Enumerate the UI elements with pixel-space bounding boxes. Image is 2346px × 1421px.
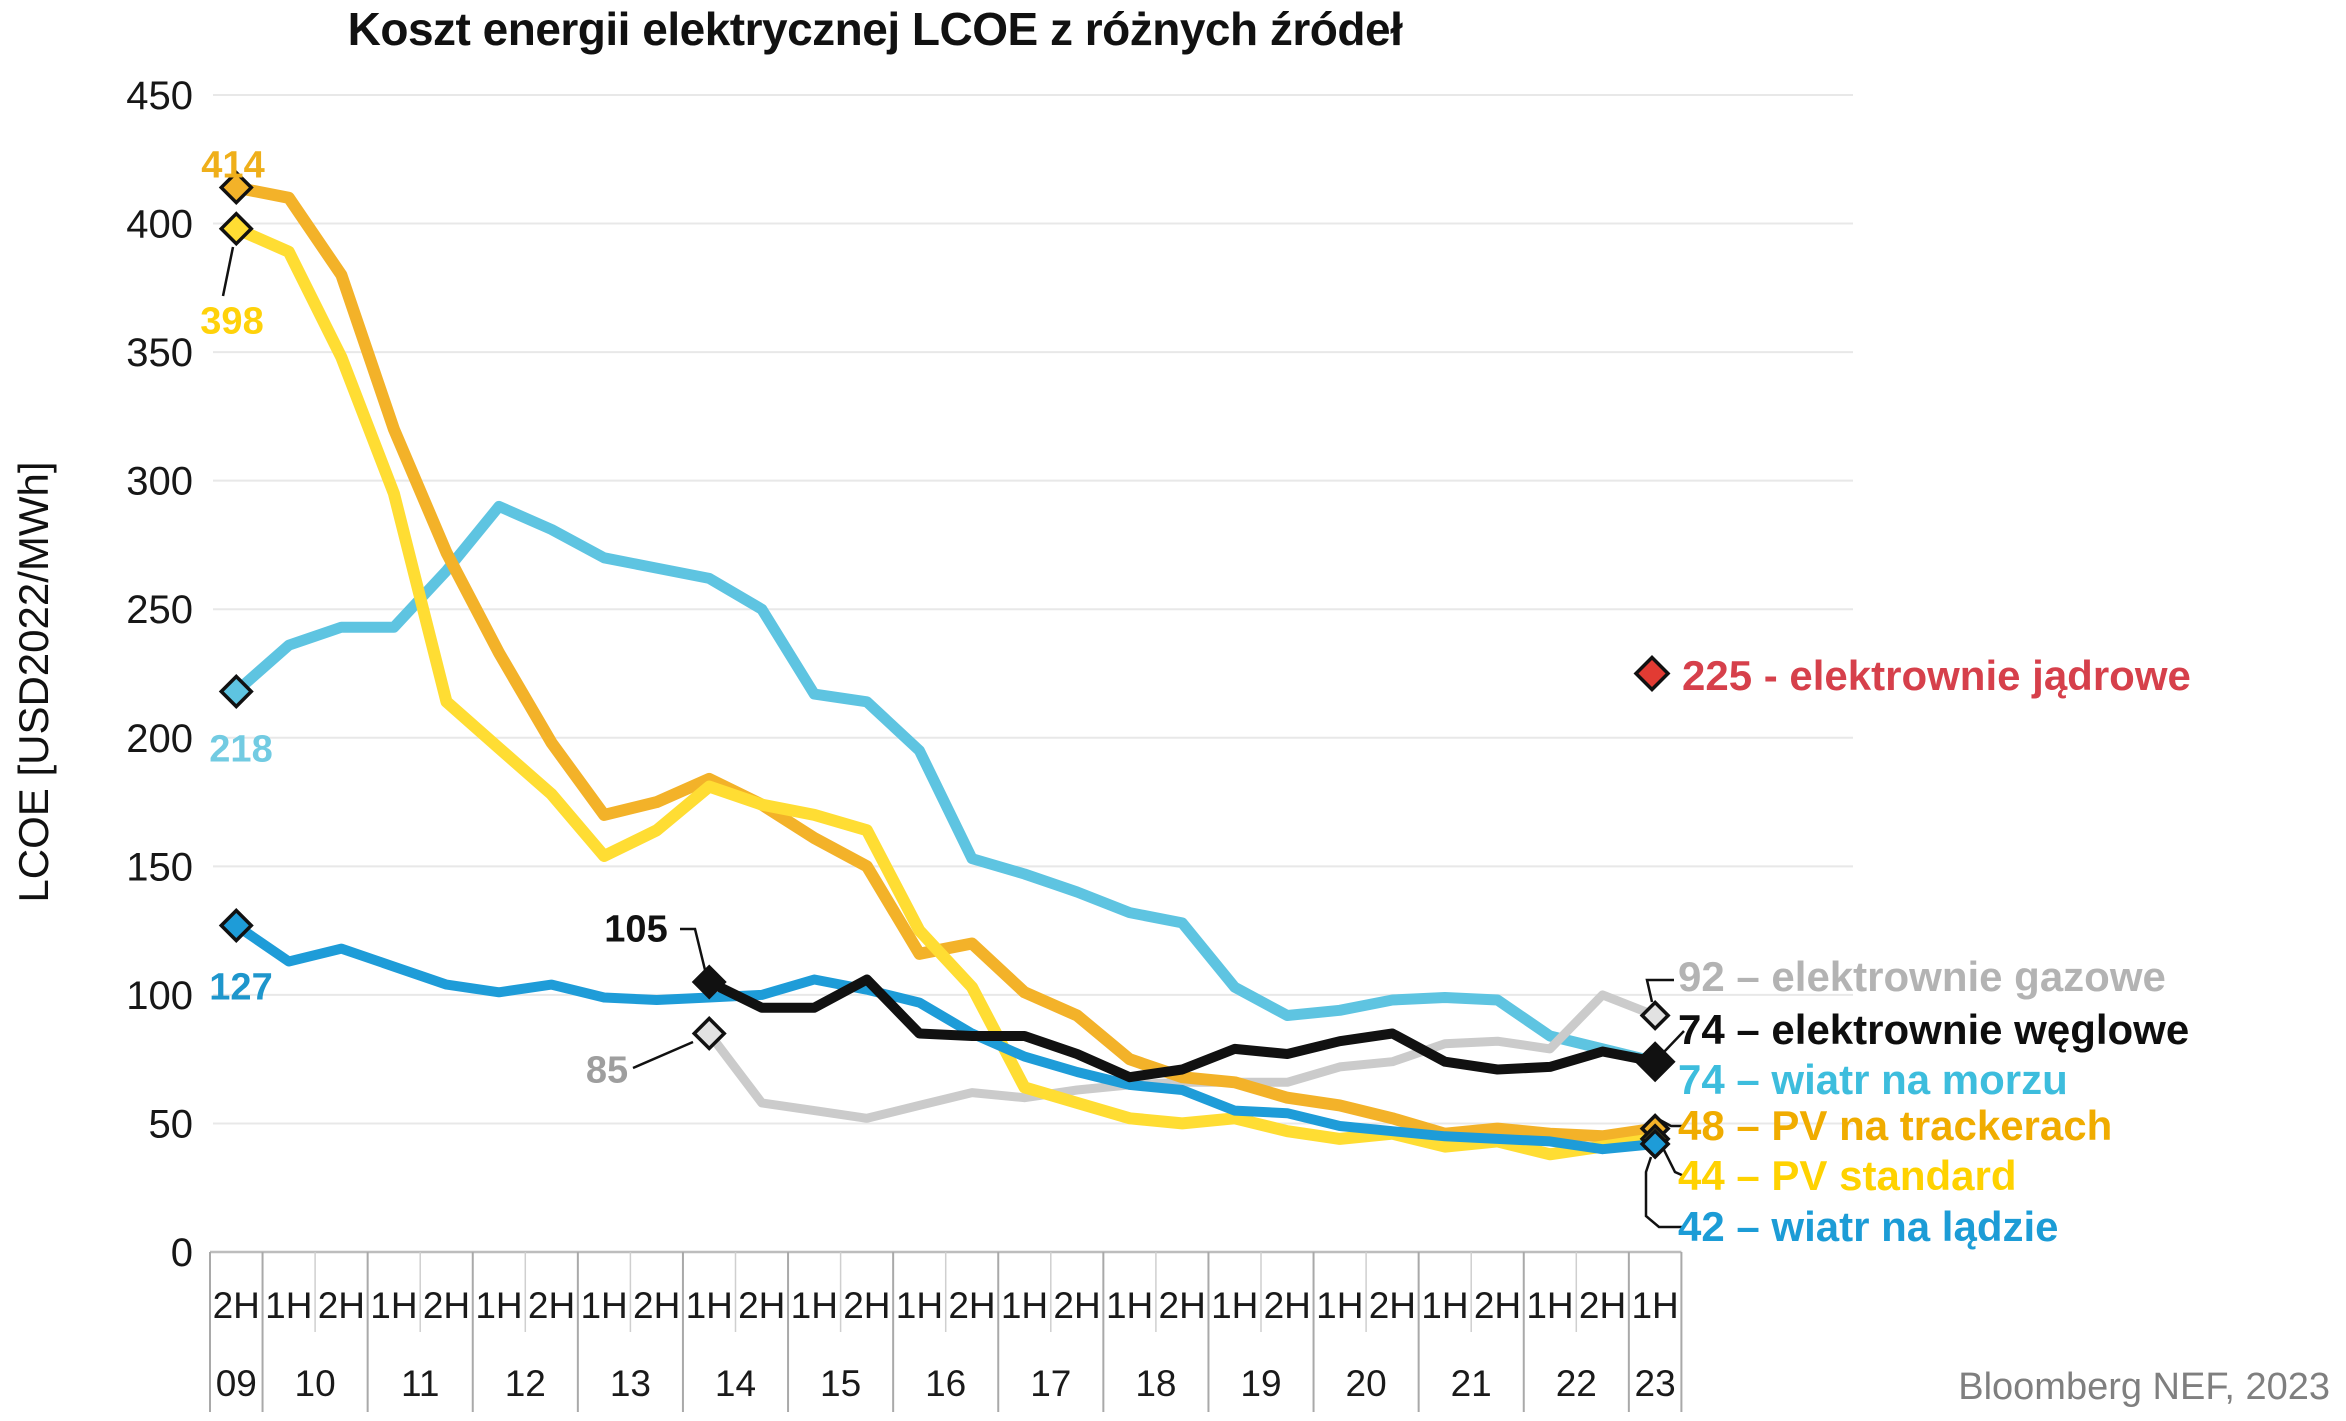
y-axis-label: LCOE [USD2022/MWh] [10,461,57,903]
svg-text:2H: 2H [1369,1285,1416,1326]
svg-text:1H: 1H [370,1285,417,1326]
label-onshore: 42 – wiatr na lądzie [1678,1203,2059,1250]
label-trackers: 48 – PV na trackerach [1678,1102,2113,1149]
svg-text:1H: 1H [475,1285,522,1326]
svg-text:200: 200 [126,717,193,761]
svg-text:1H: 1H [1631,1285,1678,1326]
svg-text:1H: 1H [1526,1285,1573,1326]
svg-text:2H: 2H [528,1285,575,1326]
label-nuclear: 225 - elektrownie jądrowe [1682,652,2191,699]
svg-text:1H: 1H [1001,1285,1048,1326]
svg-text:1H: 1H [686,1285,733,1326]
svg-text:250: 250 [126,588,193,632]
label-coal: 74 – elektrownie węglowe [1678,1006,2190,1053]
svg-text:15: 15 [820,1363,861,1404]
svg-text:1H: 1H [791,1285,838,1326]
label-218: 218 [209,728,273,771]
svg-text:11: 11 [401,1363,439,1404]
svg-text:2H: 2H [1474,1285,1521,1326]
svg-text:100: 100 [126,974,193,1018]
svg-text:12: 12 [505,1363,546,1404]
svg-text:14: 14 [715,1363,756,1404]
svg-text:18: 18 [1135,1363,1176,1404]
svg-text:400: 400 [126,203,193,247]
svg-text:23: 23 [1635,1363,1676,1404]
svg-text:09: 09 [216,1363,257,1404]
svg-text:2H: 2H [738,1285,785,1326]
svg-text:10: 10 [295,1363,336,1404]
svg-text:1H: 1H [265,1285,312,1326]
svg-text:22: 22 [1556,1363,1597,1404]
source-credit: Bloomberg NEF, 2023 [1958,1366,2330,1408]
chart-title: Koszt energii elektrycznej LCOE z różnyc… [347,3,1403,55]
label-85: 85 [585,1049,629,1092]
svg-text:2H: 2H [213,1285,260,1326]
svg-text:21: 21 [1451,1363,1492,1404]
svg-text:2H: 2H [843,1285,890,1326]
svg-text:0: 0 [171,1231,193,1275]
svg-text:2H: 2H [1264,1285,1311,1326]
label-offshore: 74 – wiatr na morzu [1678,1056,2068,1103]
svg-text:2H: 2H [948,1285,995,1326]
svg-text:16: 16 [925,1363,966,1404]
svg-text:50: 50 [149,1102,194,1146]
svg-text:20: 20 [1346,1363,1387,1404]
svg-text:17: 17 [1030,1363,1071,1404]
svg-text:1H: 1H [1316,1285,1363,1326]
svg-text:1H: 1H [580,1285,627,1326]
svg-text:2H: 2H [318,1285,365,1326]
label-105: 105 [604,908,668,951]
svg-text:1H: 1H [1211,1285,1258,1326]
svg-text:1H: 1H [1421,1285,1468,1326]
label-127: 127 [209,966,273,1009]
svg-text:2H: 2H [423,1285,470,1326]
svg-text:2H: 2H [633,1285,680,1326]
label-gas: 92 – elektrownie gazowe [1678,953,2166,1000]
svg-text:150: 150 [126,845,193,889]
svg-text:13: 13 [610,1363,651,1404]
svg-text:1H: 1H [1106,1285,1153,1326]
svg-text:2H: 2H [1053,1285,1100,1326]
svg-text:1H: 1H [896,1285,943,1326]
svg-text:300: 300 [126,460,193,504]
svg-text:2H: 2H [1579,1285,1626,1326]
label-standard: 44 – PV standard [1678,1152,2017,1199]
svg-text:450: 450 [126,74,193,118]
svg-text:350: 350 [126,331,193,375]
label-414: 414 [201,144,265,187]
label-398: 398 [200,300,264,343]
svg-text:19: 19 [1240,1363,1281,1404]
svg-text:2H: 2H [1159,1285,1206,1326]
